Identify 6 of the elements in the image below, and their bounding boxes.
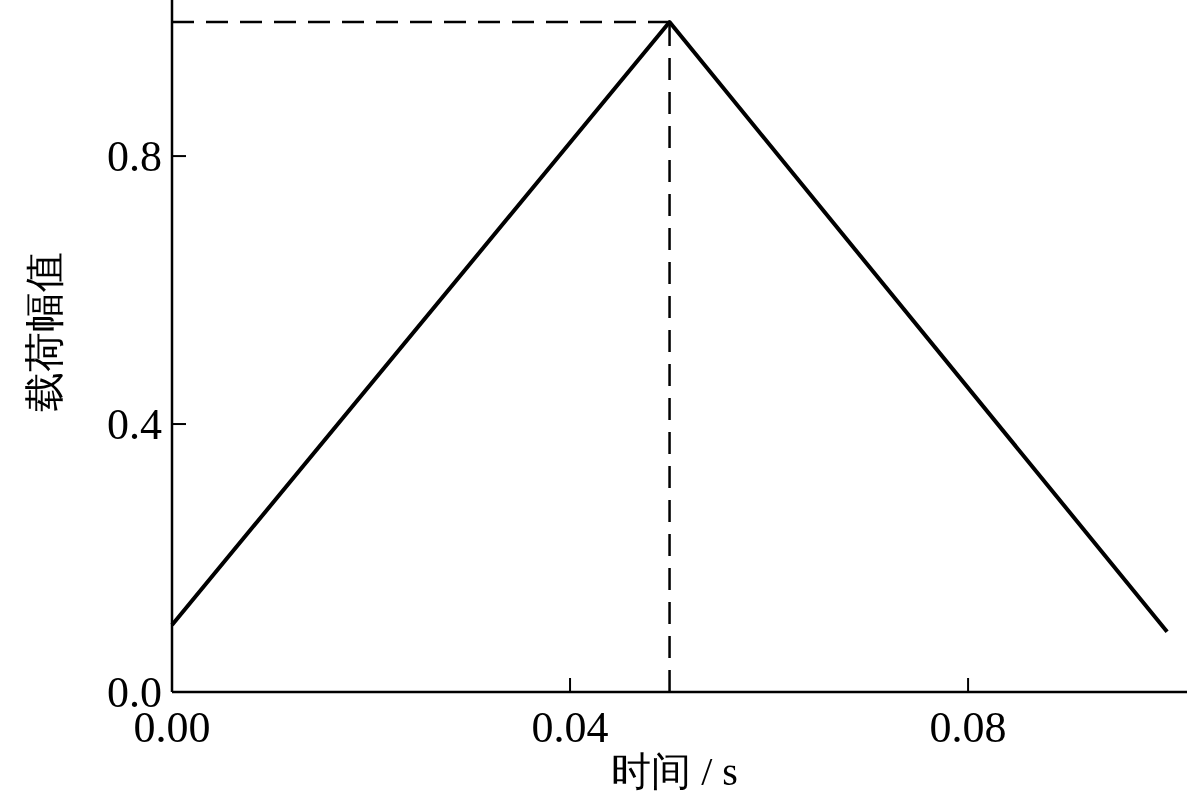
y-tick-label: 0.8 — [107, 132, 162, 182]
x-tick-label: 0.08 — [929, 703, 1007, 752]
x-tick-label: 0.04 — [531, 703, 609, 752]
y-axis-title: 载荷幅值 — [22, 252, 67, 412]
x-axis-title: 时间 / s — [611, 749, 738, 794]
y-tick-label: 0.4 — [107, 400, 162, 450]
